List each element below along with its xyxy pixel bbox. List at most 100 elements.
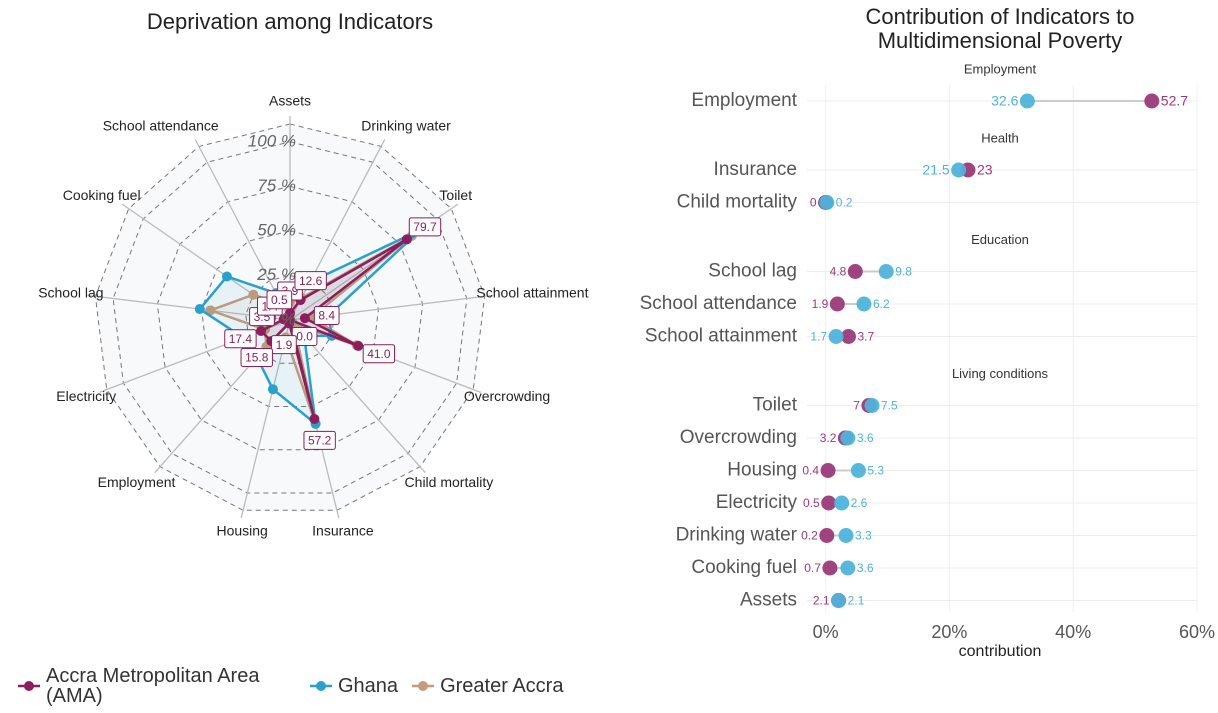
point <box>838 528 854 543</box>
grid-ring <box>112 141 468 494</box>
value-label-box <box>408 217 442 237</box>
axis-label: Cooking fuel <box>63 187 141 203</box>
point <box>309 413 320 424</box>
value-label-text: 17.4 <box>229 332 253 346</box>
axis-label: Toilet <box>439 187 472 203</box>
category-label: Insurance <box>714 159 797 180</box>
value-label: 1.9 <box>271 335 297 355</box>
point <box>248 289 259 300</box>
point <box>828 329 844 344</box>
value-label: 21.5 <box>922 162 949 178</box>
axis-label: School attainment <box>476 284 588 300</box>
axis-label: Drinking water <box>361 118 451 134</box>
point <box>299 313 310 324</box>
chart-title: Contribution of Indicators to Multidimen… <box>865 4 1135 53</box>
r-tick-label: 50 % <box>257 220 296 239</box>
point <box>840 560 856 576</box>
value-label: 1.7 <box>810 330 827 344</box>
point <box>267 384 278 395</box>
value-label-box <box>266 290 293 310</box>
category-label: Housing <box>727 460 797 481</box>
value-label: 41.0 <box>362 344 396 364</box>
legend-text: Accra Metropolitan Area (AMA) <box>46 665 260 707</box>
value-label: 3.6 <box>857 561 874 575</box>
value-label: 52.7 <box>1161 93 1188 109</box>
value-label-text: 57.2 <box>308 433 332 447</box>
r-tick-label: 75 % <box>257 176 296 195</box>
point <box>878 264 894 279</box>
group-title: Education <box>971 232 1029 247</box>
category-label: Cooking fuel <box>691 557 797 578</box>
value-label: 0.2 <box>801 529 818 543</box>
value-label: 9.8 <box>895 265 912 279</box>
legend-item: Accra Metropolitan Area (AMA) <box>18 666 296 706</box>
value-label-text: 0.0 <box>296 330 313 344</box>
point <box>221 271 232 282</box>
value-label-box <box>294 271 327 291</box>
value-label-text: 0.5 <box>271 293 288 307</box>
legend-marker <box>310 681 332 691</box>
value-label: 8.4 <box>313 306 340 326</box>
category-label: Assets <box>740 590 797 611</box>
point <box>829 296 845 312</box>
category-label: Toilet <box>753 395 798 416</box>
value-label: 0 <box>810 196 817 210</box>
value-label-text: 12.6 <box>299 274 323 288</box>
point <box>1144 93 1160 109</box>
point <box>194 304 205 315</box>
value-label: 5.3 <box>867 464 884 478</box>
x-axis-title: contribution <box>959 643 1042 660</box>
point <box>401 234 412 245</box>
group-title: Living conditions <box>952 366 1049 381</box>
grid-ring <box>245 274 335 364</box>
category-label: Employment <box>691 90 797 111</box>
axis-label: Assets <box>269 93 311 109</box>
x-tick-label: 60% <box>1179 622 1215 642</box>
chart-title: Deprivation among Indicators <box>146 9 434 34</box>
legend-dot <box>24 681 34 691</box>
value-label: 1.9 <box>812 297 829 311</box>
legend-dot <box>316 681 326 691</box>
legend-item: Ghana <box>310 676 398 696</box>
value-label: 0.4 <box>802 464 819 478</box>
point <box>821 495 837 511</box>
point <box>850 463 866 478</box>
value-label: 6.2 <box>873 297 890 311</box>
category-label: Overcrowding <box>680 427 797 448</box>
legend-text: Ghana <box>338 675 399 697</box>
value-label: 23 <box>977 162 993 178</box>
legend-text: Greater Accra <box>440 675 564 697</box>
legend-item: Greater Accra <box>412 676 563 696</box>
value-label: 79.7 <box>408 217 442 237</box>
axis-label: School lag <box>38 284 103 300</box>
value-label: 7.5 <box>881 399 898 413</box>
point <box>864 398 880 413</box>
value-label: 0.5 <box>803 496 820 510</box>
x-tick-label: 20% <box>931 622 967 642</box>
value-label: 15.8 <box>240 348 273 368</box>
category-label: Electricity <box>716 492 798 513</box>
value-label-text: 79.7 <box>413 220 437 234</box>
category-label: Child mortality <box>677 192 798 213</box>
axis-label: Child mortality <box>405 474 494 490</box>
category-label: Drinking water <box>676 525 798 546</box>
value-label: 0.7 <box>804 561 821 575</box>
value-label: 3.2 <box>820 431 837 445</box>
r-tick-label: 100 % <box>248 131 296 150</box>
grid-ring <box>156 185 424 451</box>
point <box>831 593 847 608</box>
r-tick-label: 25 % <box>256 265 296 284</box>
x-tick-label: 0% <box>813 622 839 642</box>
value-label: 0.2 <box>836 196 853 210</box>
axis-label: School attendance <box>103 118 219 134</box>
grid-ring <box>201 230 379 408</box>
point <box>840 430 856 446</box>
value-label: 57.2 <box>303 430 336 450</box>
legend-dot <box>418 681 429 691</box>
x-tick-label: 40% <box>1055 622 1091 642</box>
axis-label: Insurance <box>312 522 374 538</box>
value-label: 7 <box>853 399 860 413</box>
value-label-text: 8.4 <box>318 309 335 323</box>
